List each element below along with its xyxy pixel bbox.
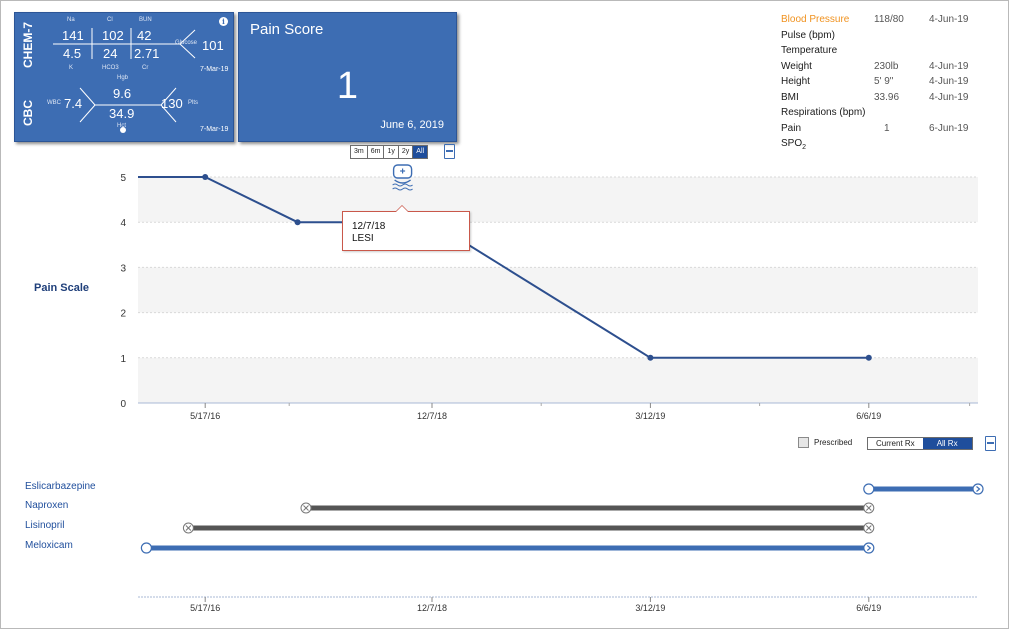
- range-all-button[interactable]: All: [413, 146, 428, 158]
- x-tick-label: 12/7/18: [417, 411, 447, 421]
- k-label: K: [69, 65, 74, 71]
- current-rx-button[interactable]: Current Rx: [868, 438, 923, 449]
- y-tick-label: 4: [120, 218, 126, 229]
- na-label: Na: [67, 17, 75, 23]
- range-2y-button[interactable]: 2y: [398, 146, 414, 158]
- vital-row-spo2[interactable]: SPO2: [781, 138, 807, 151]
- info-icon[interactable]: i: [219, 17, 228, 26]
- tooltip-date: 12/7/18: [352, 221, 386, 232]
- pain-data-point: [647, 354, 654, 361]
- tooltip-label: LESI: [352, 233, 374, 244]
- grid-band: [138, 357, 978, 403]
- med-stop-x: [865, 525, 872, 531]
- timeline-x-tick-label: 12/7/18: [417, 603, 447, 613]
- vital-row-pulse[interactable]: Pulse (bpm): [781, 30, 835, 41]
- timeline-x-tick-label: 6/6/19: [856, 603, 881, 613]
- plt-label: Plts: [188, 100, 199, 106]
- nurse-icon-shoulders: [394, 179, 412, 184]
- bun-label: BUN: [139, 17, 152, 23]
- pain-score-date: June 6, 2019: [380, 119, 444, 131]
- rx-expand-toggle-icon[interactable]: [985, 436, 996, 451]
- vital-row-pain[interactable]: Pain 1 6-Jun-19: [781, 123, 969, 134]
- range-6m-button[interactable]: 6m: [367, 146, 385, 158]
- vital-row-height[interactable]: Height 5' 9" 4-Jun-19: [781, 76, 969, 87]
- lab-fishbone-lines: [53, 28, 196, 123]
- glucose-value: 101: [202, 38, 224, 53]
- timeline-x-tick-label: 3/12/19: [635, 603, 665, 613]
- y-tick-label: 3: [120, 263, 126, 274]
- pain-data-point: [202, 174, 209, 180]
- med-continue-marker: [972, 483, 984, 495]
- hgb-value: 9.6: [113, 86, 132, 101]
- x-tick-label: 6/6/19: [856, 411, 881, 421]
- vital-row-respirations[interactable]: Respirations (bpm): [781, 107, 866, 118]
- med-start-marker: [863, 483, 875, 495]
- med-stop-x: [865, 505, 872, 511]
- all-rx-button[interactable]: All Rx: [922, 438, 972, 449]
- hct-label: Hct: [117, 123, 126, 129]
- x-tick-label: 5/17/16: [190, 411, 220, 421]
- grid-band: [138, 267, 978, 313]
- nurse-icon-wave: [392, 183, 413, 187]
- wbc-label: WBC: [47, 100, 61, 106]
- k-value: 4.5: [63, 46, 82, 61]
- pain-score-title: Pain Score: [250, 21, 324, 38]
- hgb-label: Hgb: [117, 75, 129, 81]
- med-label-eslicarbazepine[interactable]: Eslicarbazepine: [25, 481, 96, 492]
- med-continue-marker: [863, 542, 875, 554]
- med-start-marker: [140, 542, 152, 554]
- time-range-selector: 3m 6m 1y 2y All: [350, 145, 429, 159]
- expand-toggle-icon[interactable]: [444, 144, 455, 159]
- cl-value: 102: [102, 28, 124, 43]
- plt-value: 130: [161, 96, 183, 111]
- range-3m-button[interactable]: 3m: [351, 146, 368, 158]
- pain-data-point: [294, 219, 301, 226]
- prescribed-filter[interactable]: Prescribed: [798, 437, 852, 448]
- page-dot-icon[interactable]: [120, 127, 126, 133]
- timeline-x-tick-label: 5/17/16: [190, 603, 220, 613]
- vital-row-bmi[interactable]: BMI 33.96 4-Jun-19: [781, 92, 969, 103]
- rx-toggle-group: Current Rx All Rx: [867, 437, 973, 450]
- cr-value: 2.71: [134, 46, 160, 61]
- med-continue-chevron: [866, 545, 872, 551]
- prescribed-label: Prescribed: [814, 438, 853, 447]
- cr-label: Cr: [142, 65, 149, 71]
- y-tick-label: 1: [120, 354, 126, 365]
- y-tick-label: 5: [120, 173, 126, 184]
- glucose-label: Glucose: [175, 40, 198, 46]
- cl-label: Cl: [107, 17, 113, 23]
- vital-row-blood-pressure[interactable]: Blood Pressure 118/80 4-Jun-19: [781, 14, 969, 25]
- y-tick-label: 0: [120, 399, 126, 410]
- range-1y-button[interactable]: 1y: [384, 146, 399, 158]
- vital-row-weight[interactable]: Weight 230lb 4-Jun-19: [781, 61, 969, 72]
- vital-row-temperature[interactable]: Temperature: [781, 45, 838, 56]
- chem-date: 7-Mar-19: [200, 66, 229, 73]
- pain-data-point: [865, 354, 872, 361]
- prescribed-checkbox[interactable]: [798, 437, 809, 448]
- hco3-label: HCO3: [102, 65, 119, 71]
- event-tooltip: 12/7/18 LESI: [342, 205, 470, 251]
- na-value: 141: [62, 28, 84, 43]
- nurse-icon-wave: [392, 187, 413, 191]
- med-stop-x: [303, 505, 309, 511]
- pain-score-card[interactable]: Pain Score 1 June 6, 2019: [238, 12, 457, 142]
- pain-score-value: 1: [336, 65, 359, 107]
- hco3-value: 24: [103, 46, 118, 61]
- med-continue-chevron: [976, 486, 981, 492]
- bun-value: 42: [137, 28, 152, 43]
- pain-scale-axis-label: Pain Scale: [34, 282, 90, 294]
- hct-value: 34.9: [109, 106, 135, 121]
- x-tick-label: 3/12/19: [635, 411, 665, 421]
- grid-band: [138, 177, 978, 223]
- wbc-value: 7.4: [64, 96, 83, 111]
- y-tick-label: 2: [120, 309, 126, 320]
- med-label-meloxicam[interactable]: Meloxicam: [25, 540, 73, 551]
- lab-summary-card[interactable]: i CHEM-7 CBC Na Cl BUN 141 102 42 4.5 24…: [14, 12, 234, 142]
- med-label-lisinopril[interactable]: Lisinopril: [25, 520, 65, 531]
- med-stop-x: [185, 525, 192, 531]
- med-label-naproxen[interactable]: Naproxen: [25, 500, 69, 511]
- cbc-date: 7-Mar-19: [200, 126, 229, 133]
